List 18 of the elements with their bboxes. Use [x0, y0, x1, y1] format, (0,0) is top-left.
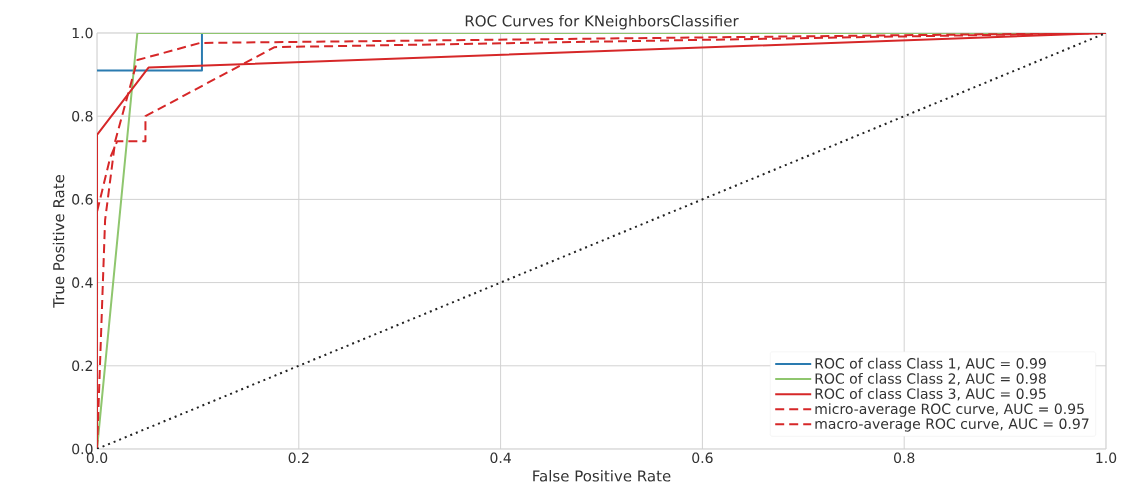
x-tick-label: 1.0 — [1096, 452, 1117, 464]
legend-label: micro-average ROC curve, AUC = 0.95 — [815, 403, 1084, 417]
x-axis-title: False Positive Rate — [533, 469, 671, 482]
y-tick-label: 1.0 — [72, 27, 93, 39]
x-tick-label: 0.6 — [692, 452, 713, 464]
x-tick-label: 0.2 — [288, 452, 309, 464]
legend-label: ROC of class Class 2, AUC = 0.98 — [815, 373, 1046, 386]
y-tick-label: 0.6 — [72, 194, 93, 205]
y-tick-label: 0.2 — [72, 360, 93, 372]
legend-label: ROC of class Class 1, AUC = 0.99 — [815, 357, 1046, 371]
x-tick-label: 0.8 — [893, 452, 915, 464]
y-tick-label: 0.8 — [72, 110, 93, 122]
y-axis-title: True Positive Rate — [52, 174, 65, 308]
legend-label: ROC of class Class 3, AUC = 0.95 — [815, 388, 1046, 401]
y-tick-label: 0.4 — [72, 277, 93, 288]
x-tick-label: 0.4 — [490, 452, 511, 464]
legend-label: macro-average ROC curve, AUC = 0.97 — [815, 418, 1089, 432]
chart-title: ROC Curves for KNeighborsClassifier — [465, 14, 739, 30]
